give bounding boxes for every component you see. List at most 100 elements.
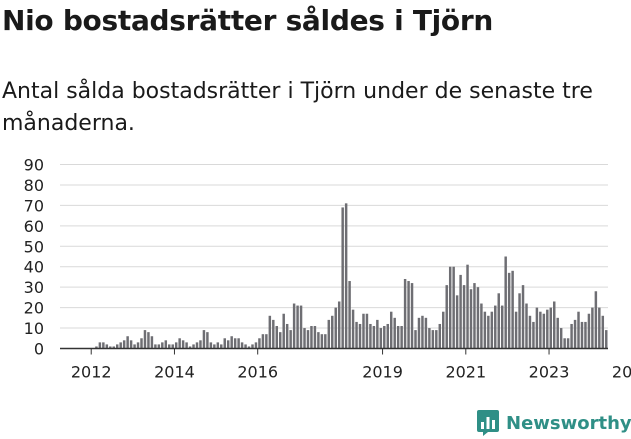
bar [535, 307, 539, 349]
bar [143, 330, 147, 349]
bar [476, 287, 480, 349]
bar [438, 323, 442, 349]
bar [487, 315, 490, 349]
bar [528, 315, 532, 349]
chart-title: Nio bostadsrätter såldes i Tjörn [2, 4, 493, 37]
y-tick-label: 40 [24, 258, 44, 277]
bar [292, 303, 296, 349]
bar [507, 272, 511, 349]
bar [500, 305, 504, 349]
bar [122, 340, 126, 349]
bar [133, 344, 136, 349]
bar [532, 321, 535, 349]
bar [414, 330, 417, 349]
bar [553, 301, 556, 349]
bar [265, 334, 268, 349]
bar [469, 289, 473, 349]
bar [95, 346, 98, 349]
bar [525, 303, 528, 349]
bar [164, 340, 168, 349]
bar [154, 344, 157, 349]
bar [473, 283, 476, 349]
chart-subtitle: Antal sålda bostadsrätter i Tjörn under … [2, 79, 593, 136]
bar [195, 342, 199, 349]
bar [102, 342, 105, 349]
y-tick-label: 60 [24, 217, 44, 236]
bar [462, 285, 466, 349]
bar [192, 344, 195, 349]
bar [452, 266, 455, 349]
y-tick-label: 80 [24, 176, 44, 195]
bar [181, 340, 185, 349]
brand-logo[interactable]: Newsworthy [476, 408, 631, 438]
bar [542, 313, 546, 349]
bar [549, 307, 553, 349]
bar [105, 344, 109, 349]
bar [313, 326, 317, 349]
bar [289, 330, 292, 349]
bar [213, 344, 216, 349]
bar [598, 307, 601, 349]
bar [539, 311, 542, 349]
bar [112, 346, 115, 349]
bar [268, 315, 272, 349]
bar [584, 321, 587, 349]
bar [393, 317, 396, 349]
bar [233, 338, 237, 349]
bar [109, 346, 112, 349]
bar [202, 330, 206, 349]
bar [199, 340, 202, 349]
bar [563, 338, 566, 349]
bar [272, 319, 275, 349]
bar [577, 311, 580, 349]
bar [240, 342, 244, 349]
bar [216, 342, 220, 349]
bar [494, 305, 497, 349]
bar [337, 301, 341, 349]
bar [490, 311, 494, 349]
bar [251, 344, 254, 349]
bar [511, 270, 514, 349]
bar [594, 291, 598, 349]
bar [317, 332, 320, 349]
bar [126, 336, 129, 349]
bar [372, 326, 376, 349]
bar [140, 338, 143, 349]
bar [504, 256, 507, 349]
bar [431, 330, 435, 349]
bar [514, 311, 518, 349]
x-tick-label: 2021 [445, 363, 486, 382]
bar [410, 283, 414, 349]
bar [358, 323, 362, 349]
y-tick-label: 10 [24, 319, 44, 338]
bar [521, 285, 525, 349]
x-tick-label: 2014 [154, 363, 195, 382]
bar [188, 346, 192, 349]
latest-value-annotation: 9 [605, 0, 616, 5]
bar [566, 338, 570, 349]
bar [206, 332, 209, 349]
bar [417, 317, 421, 349]
bar [573, 319, 577, 349]
brand-name: Newsworthy [506, 412, 631, 434]
bar [147, 332, 150, 349]
bar [448, 266, 452, 349]
bar [351, 309, 355, 349]
bar [518, 293, 521, 349]
bar [570, 323, 573, 349]
bar [171, 344, 174, 349]
bar [396, 326, 400, 349]
bar [320, 334, 324, 349]
bar [129, 340, 133, 349]
bar [303, 328, 306, 349]
x-tick-label: 2012 [71, 363, 112, 382]
bar [445, 285, 448, 349]
bar [591, 307, 594, 349]
y-tick-label: 0 [34, 340, 44, 359]
bar [497, 293, 500, 349]
bar [389, 311, 393, 349]
bar [230, 336, 233, 349]
bar [559, 328, 563, 349]
bar [466, 264, 469, 349]
